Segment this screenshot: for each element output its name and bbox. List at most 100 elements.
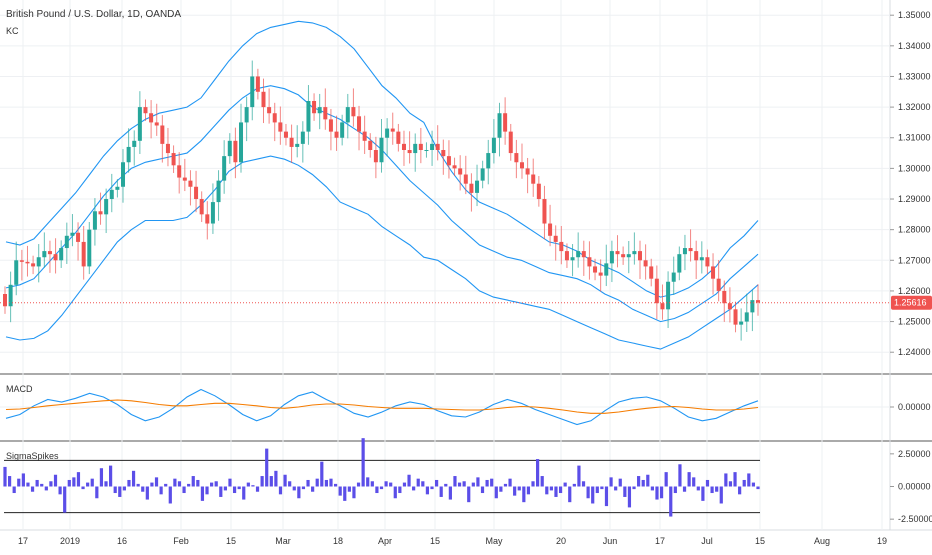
candle-body [351, 107, 356, 117]
spike-bar [72, 477, 76, 487]
spike-bar [324, 479, 329, 487]
candle-body [637, 251, 642, 261]
spike-bar [715, 486, 719, 492]
candle-body [733, 309, 738, 325]
spike-bar [434, 479, 439, 487]
candle-body [244, 107, 249, 123]
candle-body [632, 251, 637, 255]
spike-bar [604, 486, 609, 507]
spike-bar [499, 486, 503, 492]
sigmaspikes-pane-label: SigmaSpikes [6, 451, 59, 461]
candle-body [357, 116, 362, 132]
spike-bar [692, 477, 696, 487]
spike-bar [389, 482, 393, 487]
candle-body [36, 257, 41, 267]
candle-body [525, 168, 530, 175]
spike-bar [733, 472, 737, 487]
candle-body [458, 168, 463, 175]
candle-body [137, 107, 142, 141]
spike-bar [641, 479, 645, 487]
spike-bar [687, 472, 691, 487]
spike-bar [669, 486, 673, 517]
candle-body [548, 223, 553, 236]
candle-body [340, 122, 345, 138]
spike-bar [122, 486, 126, 491]
candle-body [126, 146, 131, 163]
spike-bar [81, 486, 85, 490]
macd-line [5, 388, 759, 426]
candle-body [289, 137, 294, 147]
spike-bar [366, 477, 370, 487]
candle-body [267, 107, 272, 114]
candle-body [593, 266, 598, 273]
candle-body [92, 211, 97, 230]
candle-body [649, 266, 654, 279]
time-tick-label: 15 [755, 536, 765, 546]
spike-bar [292, 486, 296, 491]
candle-body [47, 251, 52, 255]
spike-bar [554, 486, 558, 497]
spike-bar [490, 478, 494, 487]
spike-bar [742, 479, 746, 487]
time-tick-label: Feb [173, 536, 189, 546]
spike-bar [301, 486, 306, 490]
candle-body [424, 150, 429, 151]
spike-bar [21, 473, 25, 487]
candle-body [750, 300, 755, 313]
candle-body [160, 125, 165, 144]
spike-bar [278, 486, 283, 495]
spike-bar [269, 476, 273, 487]
time-tick-label: 16 [117, 536, 127, 546]
last-price-badge [891, 295, 932, 310]
price-tick-label: 1.25000 [898, 317, 931, 327]
time-tick-label: 2019 [60, 536, 80, 546]
spike-bar [646, 474, 650, 487]
time-tick-label: Jul [701, 536, 713, 546]
spike-bar [444, 483, 448, 487]
spike-bar [563, 482, 567, 487]
spike-bar [99, 468, 104, 487]
spike-bar [581, 481, 586, 487]
candle-body [19, 260, 24, 262]
candle-body [31, 263, 36, 267]
candle-body [14, 260, 19, 285]
spike-bar [237, 486, 241, 490]
price-tick-label: 1.34000 [898, 41, 931, 51]
spike-bar [265, 448, 269, 487]
candle-body [688, 248, 693, 252]
spike-bar [637, 476, 641, 487]
spike-bar [540, 476, 544, 487]
candle-body [379, 137, 384, 163]
candle-body [469, 183, 474, 193]
candle-body [182, 177, 187, 181]
candle-body [194, 186, 199, 200]
spike-bar [664, 472, 668, 487]
spike-bar [118, 486, 122, 497]
candle-body [306, 100, 311, 132]
spike-bar [131, 470, 136, 487]
spike-bar [439, 486, 443, 497]
spike-bar [136, 483, 140, 487]
spike-bar [526, 486, 531, 495]
spike-bar [333, 483, 338, 487]
spike-bar [86, 482, 90, 487]
spike-bar [471, 482, 475, 487]
spike-bar [719, 486, 723, 504]
candle-body [744, 312, 749, 322]
spike-bar [113, 486, 117, 494]
candle-body [407, 150, 412, 154]
candle-body [109, 189, 114, 200]
spike-bar [384, 481, 388, 487]
spike-bar [627, 486, 632, 508]
candle-body [553, 235, 558, 242]
spike-bar [242, 486, 246, 500]
candle-body [615, 251, 620, 255]
candle-body [222, 156, 227, 181]
spike-bar [545, 486, 549, 495]
spike-bar [58, 486, 62, 495]
spike-bar [421, 481, 425, 487]
candle-body [328, 119, 333, 132]
spike-bar [26, 482, 30, 487]
time-tick-label: Apr [378, 536, 392, 546]
